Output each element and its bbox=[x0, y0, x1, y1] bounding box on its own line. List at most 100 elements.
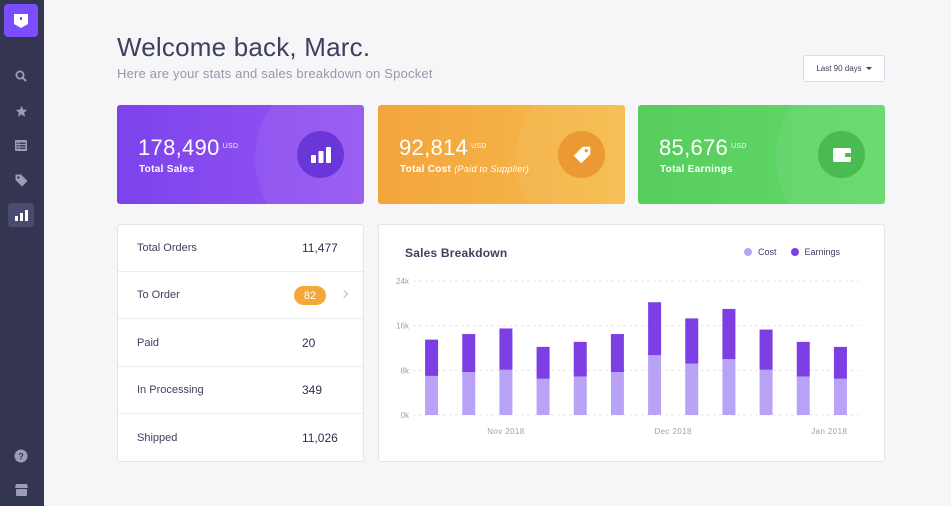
bar-cost bbox=[796, 376, 810, 415]
stat-card-total-earnings: 85,676 USD Total Earnings bbox=[638, 105, 885, 204]
sidebar-item-favorites[interactable] bbox=[8, 99, 34, 123]
stat-value-wrap: 92,814 USD bbox=[399, 135, 487, 161]
orders-row-processing: In Processing 349 bbox=[118, 367, 363, 414]
tag-icon bbox=[15, 174, 27, 186]
search-icon bbox=[15, 70, 27, 82]
stat-label: Total Earnings bbox=[660, 164, 733, 175]
orders-row-to-order[interactable]: To Order 82 bbox=[118, 272, 363, 319]
bar-earnings bbox=[536, 346, 550, 379]
bar-earnings bbox=[648, 302, 662, 356]
caret-down-icon bbox=[865, 67, 872, 70]
bar-chart-icon bbox=[14, 209, 28, 221]
orders-row-value: 11,477 bbox=[302, 241, 338, 255]
sidebar-item-store[interactable] bbox=[8, 478, 34, 502]
stat-card-total-sales: 178,490 USD Total Sales bbox=[117, 105, 364, 204]
orders-row-label: Shipped bbox=[137, 432, 178, 444]
bar-cost bbox=[573, 376, 587, 415]
orders-row-shipped: Shipped 11,026 bbox=[118, 415, 363, 462]
bar-earnings bbox=[573, 341, 587, 377]
legend-label: Cost bbox=[758, 247, 777, 257]
y-tick-label: 16k bbox=[396, 322, 410, 331]
stat-value-wrap: 85,676 USD bbox=[659, 135, 747, 161]
stat-label: Total Sales bbox=[139, 164, 195, 175]
legend-swatch bbox=[790, 248, 799, 256]
tag-icon bbox=[573, 146, 590, 163]
stat-badge bbox=[818, 131, 865, 178]
stat-note: (Paid to Supplier) bbox=[454, 164, 530, 174]
list-icon bbox=[15, 139, 27, 151]
orders-row-label: In Processing bbox=[137, 384, 204, 396]
orders-row-paid: Paid 20 bbox=[118, 320, 363, 367]
sidebar-item-tags[interactable] bbox=[8, 168, 34, 192]
stat-card-total-cost: 92,814 USD Total Cost (Paid to Supplier) bbox=[378, 105, 625, 204]
orders-row-value: 11,026 bbox=[302, 431, 338, 445]
bar-cost bbox=[648, 355, 662, 415]
bar-cost bbox=[462, 372, 476, 415]
date-range-label: Last 90 days bbox=[816, 64, 862, 73]
orders-summary-panel: Total Orders 11,477 To Order 82 Paid 20 … bbox=[117, 224, 364, 462]
stat-unit: USD bbox=[471, 143, 487, 150]
orders-row-label: Paid bbox=[137, 337, 160, 349]
bar-earnings bbox=[796, 341, 810, 377]
bar-cost bbox=[833, 378, 847, 415]
bar-earnings bbox=[425, 339, 439, 376]
sidebar: ? bbox=[0, 0, 44, 506]
stat-badge bbox=[297, 131, 344, 178]
stat-unit: USD bbox=[222, 143, 239, 150]
orders-row-value: 349 bbox=[302, 383, 323, 397]
x-tick-label: Jan 2018 bbox=[811, 427, 847, 436]
bar-cost bbox=[685, 363, 699, 415]
bar-earnings bbox=[722, 308, 736, 360]
bar-chart-icon bbox=[310, 146, 331, 163]
y-tick-label: 0k bbox=[401, 411, 410, 420]
orders-row-value: 20 bbox=[302, 336, 316, 350]
bar-earnings bbox=[499, 328, 513, 370]
sidebar-item-list[interactable] bbox=[8, 133, 34, 157]
legend-item-earnings: Earnings bbox=[790, 247, 841, 257]
star-icon bbox=[15, 105, 27, 117]
stat-badge bbox=[558, 131, 605, 178]
orders-row-label: To Order bbox=[137, 289, 180, 301]
sidebar-item-search[interactable] bbox=[8, 64, 34, 88]
wallet-icon bbox=[832, 148, 851, 162]
legend-label: Earnings bbox=[804, 247, 841, 257]
orders-row-total: Total Orders 11,477 bbox=[118, 225, 363, 272]
stat-value-wrap: 178,490 USD bbox=[138, 135, 238, 161]
page-subtitle: Here are your stats and sales breakdown … bbox=[117, 66, 433, 81]
stat-label: Total Cost bbox=[400, 164, 452, 175]
date-range-dropdown[interactable]: Last 90 days bbox=[803, 55, 885, 82]
sidebar-item-analytics[interactable] bbox=[8, 203, 34, 227]
sales-breakdown-panel: Sales Breakdown Cost Earnings 0k 8k 16k 24k… bbox=[378, 224, 885, 462]
store-icon bbox=[14, 484, 28, 496]
bar-earnings bbox=[759, 329, 773, 370]
legend-item-cost: Cost bbox=[744, 247, 777, 257]
help-icon: ? bbox=[14, 449, 28, 463]
stat-value: 92,814 bbox=[399, 135, 469, 160]
bar-cost bbox=[499, 369, 513, 415]
bar-earnings bbox=[685, 318, 699, 364]
chevron-right-icon[interactable] bbox=[339, 289, 349, 299]
svg-text:?: ? bbox=[18, 451, 24, 461]
y-tick-label: 24k bbox=[396, 277, 410, 286]
sidebar-item-help[interactable]: ? bbox=[8, 444, 34, 468]
bar-cost bbox=[722, 359, 736, 415]
bar-cost bbox=[425, 375, 439, 415]
stat-label-wrap: Total Cost (Paid to Supplier) bbox=[400, 164, 529, 175]
bar-cost bbox=[536, 378, 550, 415]
spocket-logo[interactable] bbox=[4, 4, 38, 37]
bar-earnings bbox=[462, 334, 476, 373]
orders-row-label: Total Orders bbox=[137, 242, 197, 254]
x-tick-label: Dec 2018 bbox=[654, 427, 692, 436]
stat-value: 85,676 bbox=[659, 135, 729, 160]
x-tick-label: Nov 2018 bbox=[487, 427, 525, 436]
stat-unit: USD bbox=[731, 143, 747, 150]
bar-earnings bbox=[833, 346, 847, 379]
chart-legend: Cost Earnings bbox=[744, 247, 840, 257]
y-tick-label: 8k bbox=[401, 366, 410, 375]
legend-swatch bbox=[744, 248, 752, 256]
to-order-count-badge: 82 bbox=[294, 286, 326, 305]
bar-cost bbox=[759, 369, 773, 415]
spocket-logo-icon bbox=[14, 13, 28, 28]
chart-title: Sales Breakdown bbox=[405, 246, 508, 260]
sales-breakdown-chart: 0k 8k 16k 24k Nov 2018 Dec 2018 Jan 2018 bbox=[396, 277, 859, 436]
